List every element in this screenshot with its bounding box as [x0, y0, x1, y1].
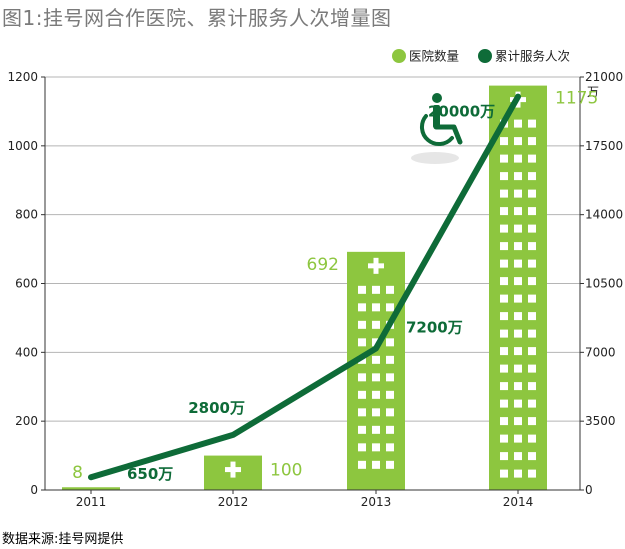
data-labels: 8 100 692 1175 650万 2800万 7200万 20000万: [72, 89, 598, 484]
right-tick-label: 0: [585, 483, 593, 497]
left-tick-label: 600: [15, 277, 38, 291]
left-tick-label: 400: [15, 345, 38, 359]
hospital-cross-icon: [368, 257, 384, 274]
x-tick-label: 2013: [361, 495, 392, 509]
building-windows: [500, 119, 536, 478]
right-tick-label: 14000: [585, 208, 623, 222]
line-value-label: 2800万: [188, 399, 245, 417]
axes: 0 200 400 600 800 1000 1200 0 3500 7000 10500 14000…: [7, 70, 623, 509]
line-value-label: 7200万: [406, 318, 463, 336]
bar-value-label: 692: [307, 255, 339, 275]
wheelchair-icon: [411, 93, 463, 164]
legend-marker: [392, 49, 406, 63]
line-series: [88, 93, 521, 481]
bar-2011: [62, 487, 120, 490]
x-tick-label: 2014: [503, 495, 534, 509]
legend-label: 累计服务人次: [495, 49, 570, 64]
right-axis-unit: 万: [587, 85, 599, 99]
bar-series: [62, 85, 547, 491]
legend: 医院数量 累计服务人次: [392, 49, 570, 64]
line-累计服务人次: [88, 93, 521, 481]
right-tick-label: 3500: [585, 414, 616, 428]
line-value-label: 20000万: [428, 103, 495, 121]
bar-value-label: 8: [72, 463, 83, 483]
chart-title: 图1:挂号网合作医院、累计服务人次增量图: [2, 6, 392, 30]
left-tick-label: 800: [15, 208, 38, 222]
left-tick-label: 200: [15, 414, 38, 428]
legend-item: 医院数量: [392, 49, 459, 64]
gridlines: [45, 76, 580, 422]
bar-value-label: 1175: [555, 89, 598, 109]
left-tick-label: 1000: [7, 139, 38, 153]
right-tick-label: 21000: [585, 70, 623, 84]
right-tick-label: 10500: [585, 277, 623, 291]
right-tick-label: 7000: [585, 345, 616, 359]
left-tick-label: 1200: [7, 70, 38, 84]
right-tick-label: 17500: [585, 139, 623, 153]
bar-value-label: 100: [270, 461, 302, 481]
bar-2014: [489, 85, 547, 491]
source-note: 数据来源:挂号网提供: [2, 532, 124, 547]
x-tick-label: 2011: [76, 495, 107, 509]
x-tick-label: 2012: [218, 495, 249, 509]
hospital-cross-icon: [225, 461, 241, 478]
legend-marker: [478, 49, 492, 63]
left-tick-label: 0: [30, 483, 38, 497]
legend-label: 医院数量: [409, 49, 459, 64]
legend-item: 累计服务人次: [478, 49, 570, 64]
line-value-label: 650万: [127, 465, 173, 483]
